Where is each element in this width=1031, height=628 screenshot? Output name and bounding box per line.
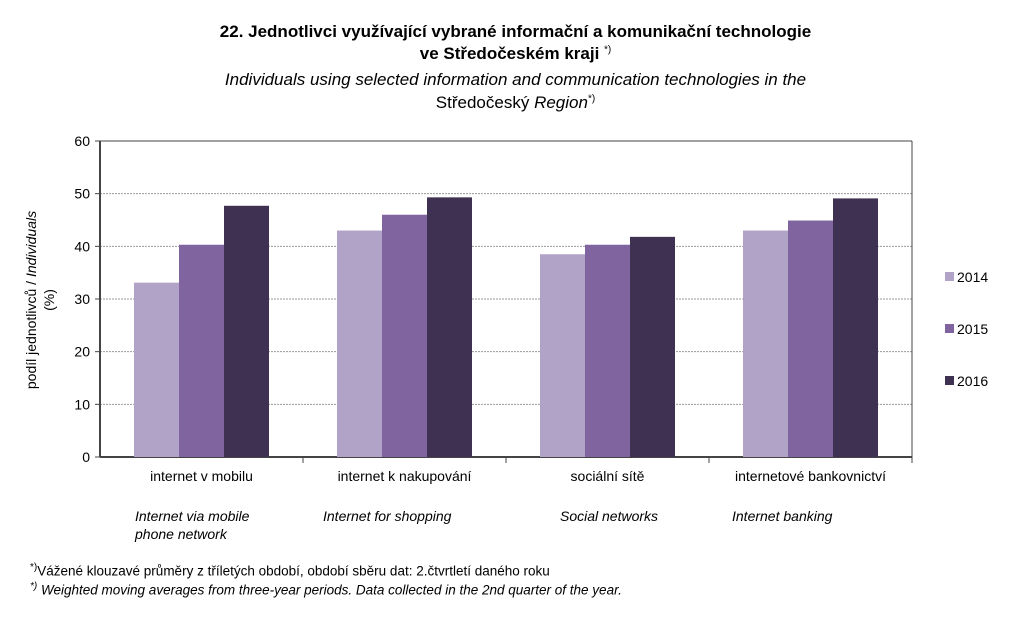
- title-marker: *): [604, 44, 612, 56]
- category-label: internet k nakupování: [338, 468, 472, 484]
- bar-2014: [337, 230, 382, 457]
- y-tick-label: 10: [74, 396, 90, 412]
- category-label: internetové bankovnictví: [735, 468, 886, 484]
- y-axis-label: podíl jednotlivců / Individuals: [23, 211, 39, 389]
- y-tick-label: 40: [74, 238, 90, 254]
- bar-2016: [224, 205, 269, 457]
- subtitle-marker: *): [587, 93, 596, 105]
- bar-2016: [427, 197, 472, 457]
- bar-2014: [134, 282, 179, 457]
- bar-2015: [382, 214, 427, 457]
- title-line2-text: ve Středočeském kraji: [419, 44, 600, 63]
- footnote-cz-text: Vážené klouzavé průměry z tříletých obdo…: [37, 563, 550, 579]
- chart-title-line2: ve Středočeském kraji *): [0, 44, 1031, 64]
- footnote-marker: *): [30, 562, 38, 573]
- footnote-en-text: Weighted moving averages from three-year…: [41, 582, 622, 598]
- legend-swatch: [945, 272, 954, 281]
- category-label: internet v mobilu: [150, 468, 253, 484]
- bar-2015: [788, 220, 833, 457]
- bar-2014: [540, 254, 585, 457]
- bar-2014: [743, 230, 788, 457]
- category-label: sociální sítě: [571, 468, 645, 484]
- chart-subtitle-line2: Středočeský Region*): [0, 93, 1031, 113]
- legend-swatch: [945, 376, 954, 385]
- category-label-en: Social networks: [560, 508, 658, 524]
- footnote-en: *) Weighted moving averages from three-y…: [30, 581, 622, 598]
- legend-swatch: [945, 324, 954, 333]
- subtitle-plain: Středočeský: [435, 93, 530, 112]
- footnote-cz: *)Vážené klouzavé průměry z tříletých ob…: [30, 562, 550, 579]
- bar-2015: [585, 244, 630, 457]
- chart-title: 22. Jednotlivci využívající vybrané info…: [219, 22, 812, 41]
- bar-2016: [833, 198, 878, 457]
- y-axis-unit: (%): [41, 289, 57, 311]
- legend-label: 2014: [957, 269, 988, 285]
- chart-subtitle: Individuals using selected information a…: [224, 70, 807, 89]
- category-label-en: Internet via mobile: [135, 508, 250, 524]
- subtitle-italic: Region: [534, 93, 588, 112]
- legend-label: 2016: [957, 373, 988, 389]
- y-tick-label: 0: [82, 449, 90, 465]
- category-label-en: Internet banking: [732, 508, 833, 524]
- legend-label: 2015: [957, 321, 988, 337]
- y-tick-label: 20: [74, 344, 90, 360]
- bar-2015: [179, 244, 224, 457]
- bar-2016: [630, 236, 675, 457]
- y-tick-label: 30: [74, 291, 90, 307]
- category-label-en: Internet for shopping: [323, 508, 452, 524]
- category-label-en: phone network: [134, 526, 228, 542]
- y-tick-label: 50: [74, 186, 90, 202]
- y-tick-label: 60: [74, 133, 90, 149]
- footnote-marker: *): [30, 581, 38, 592]
